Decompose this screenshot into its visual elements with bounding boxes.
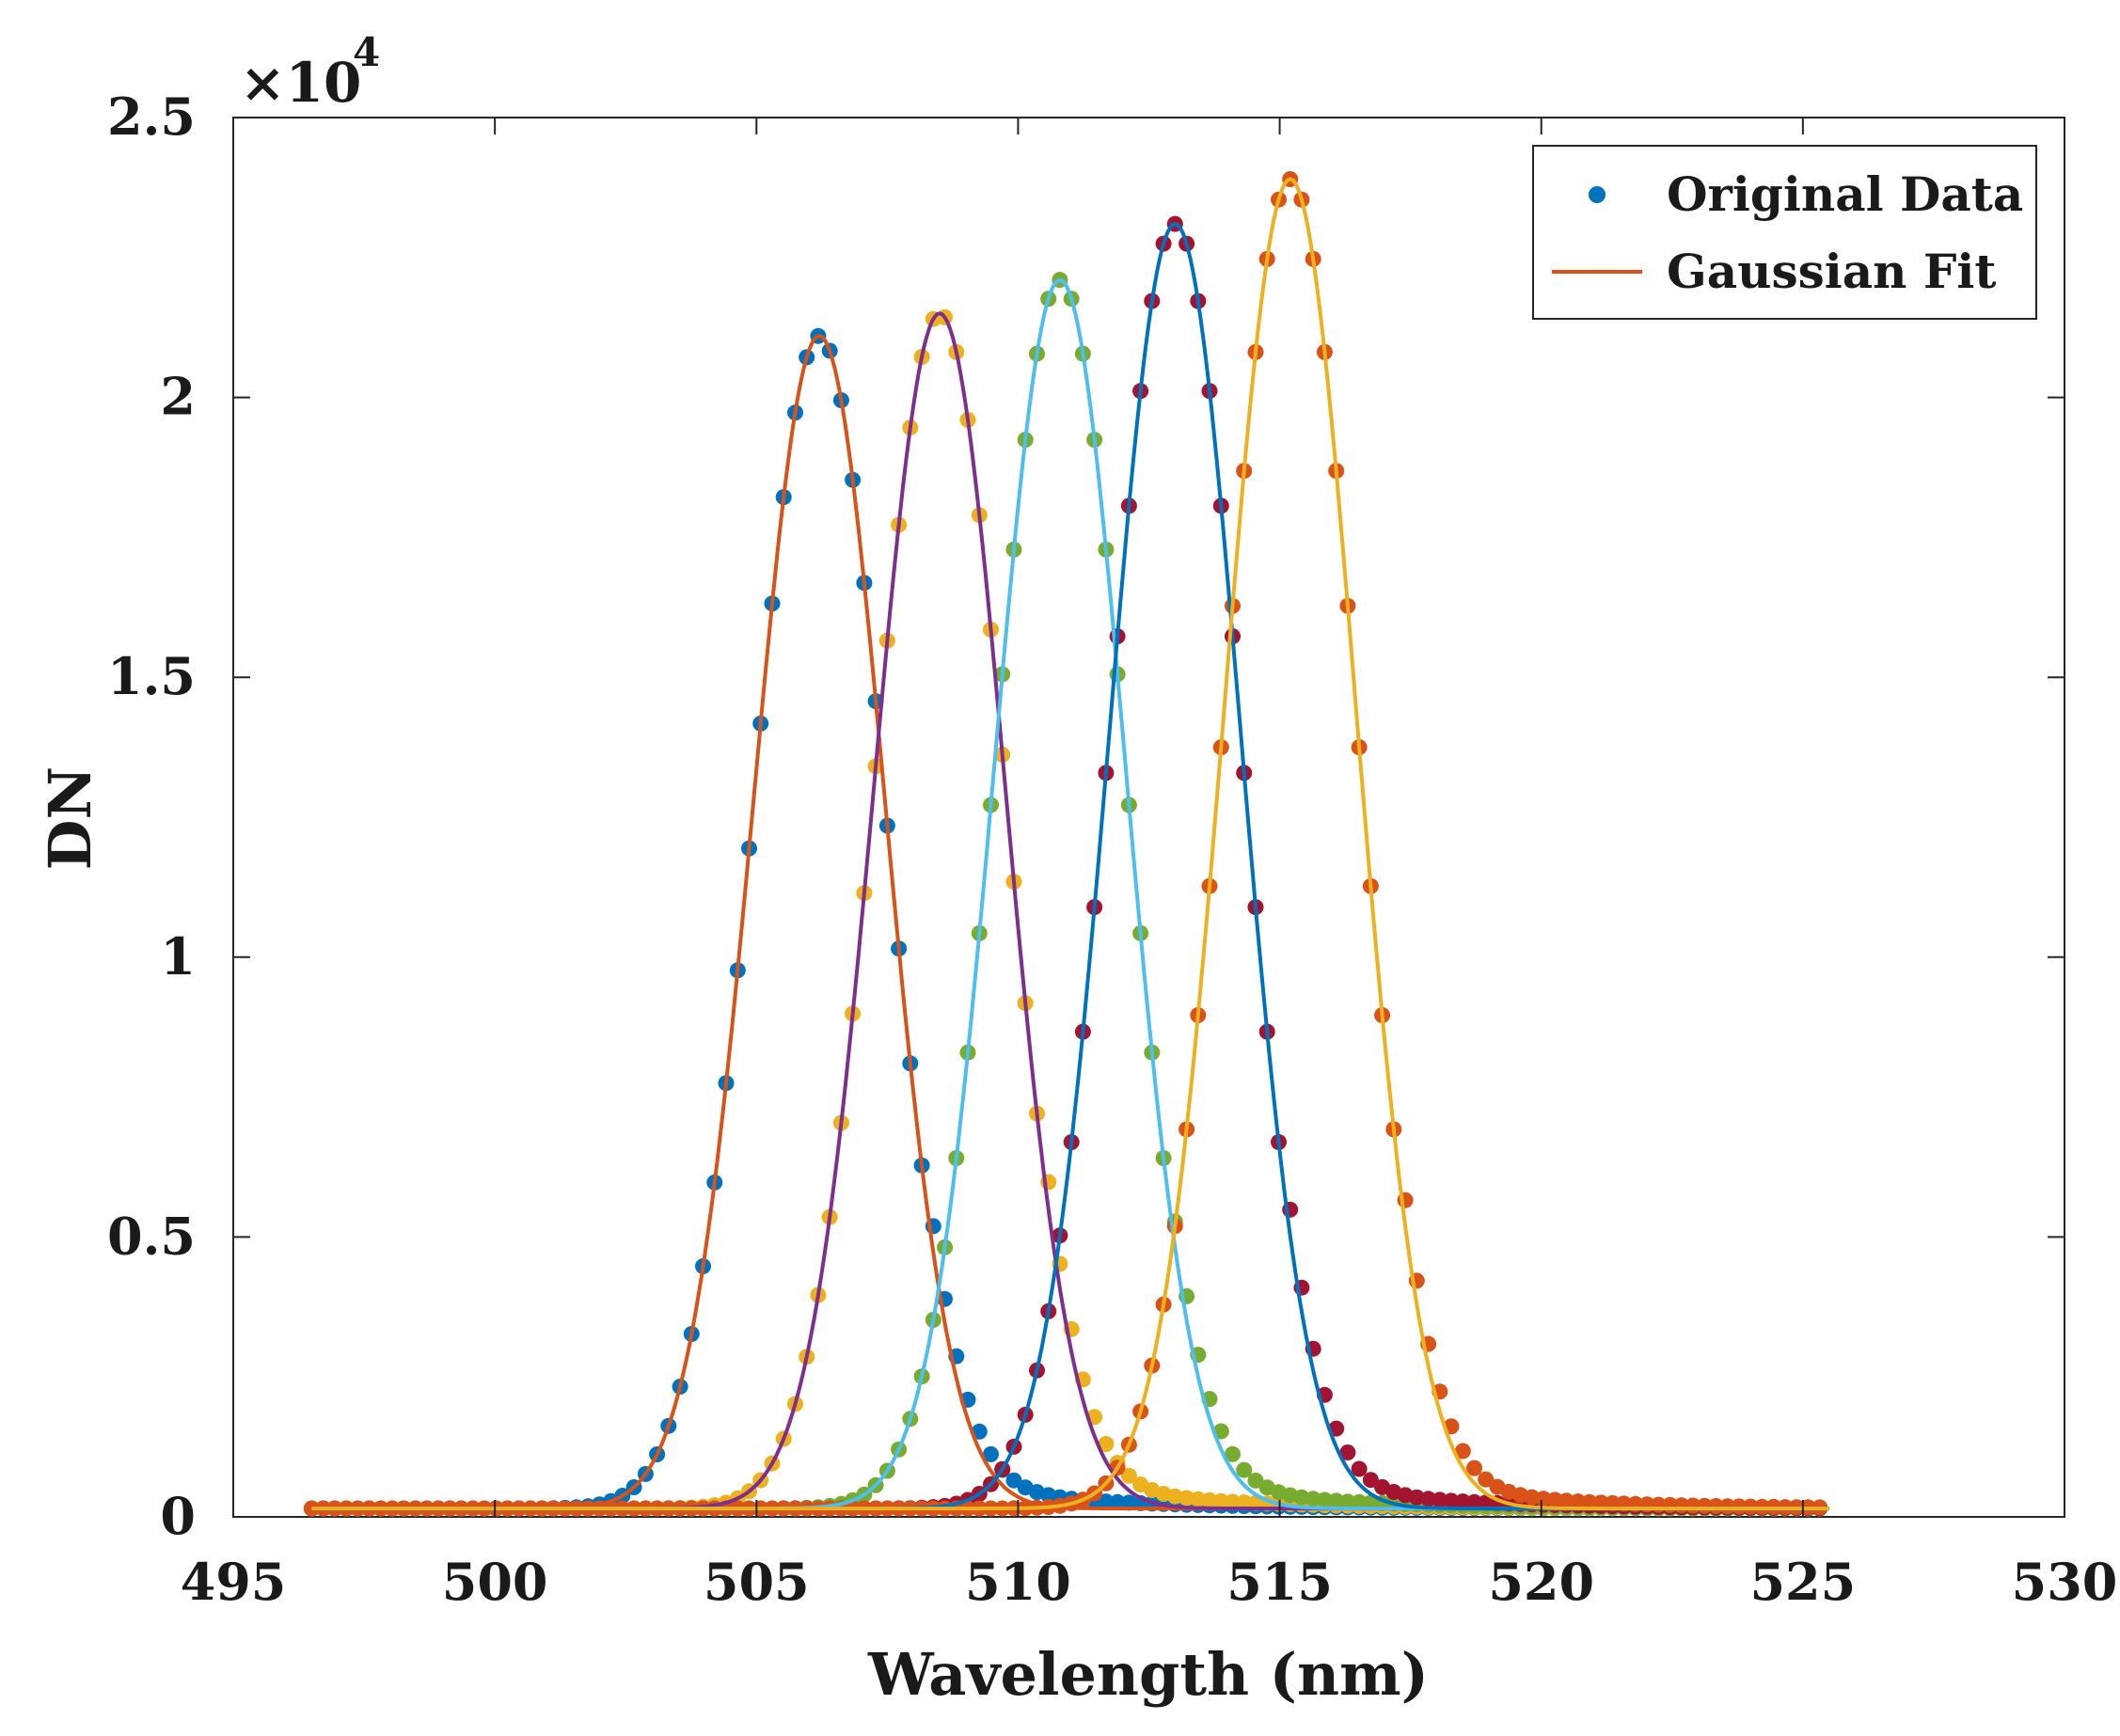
series-layer xyxy=(303,171,1829,1517)
fit-curve-5 xyxy=(311,177,1829,1511)
data-point xyxy=(1351,1460,1368,1477)
axes-layer: 495 500 505 510 515 520 525 530 0 0.5 1 1.5 2 2.5 xyxy=(107,87,2117,1612)
data-point xyxy=(1236,1494,1253,1511)
data-point xyxy=(1466,1460,1482,1476)
data-point xyxy=(1581,1493,1598,1510)
data-point xyxy=(1098,1493,1115,1510)
data-point xyxy=(1362,1472,1379,1489)
data-point xyxy=(1466,1493,1482,1510)
x-tick-label: 515 xyxy=(1226,1552,1333,1612)
legend-box xyxy=(1532,145,2037,320)
data-point xyxy=(1109,1493,1126,1510)
data-point xyxy=(1339,1444,1356,1460)
x-tick-label: 510 xyxy=(965,1552,1071,1612)
data-point xyxy=(1225,1445,1241,1462)
y-tick-label: 1 xyxy=(160,926,196,986)
x-tick-label: 520 xyxy=(1488,1552,1594,1612)
data-point xyxy=(1225,1493,1241,1510)
data-point xyxy=(1558,1492,1574,1509)
data-point xyxy=(1535,1491,1552,1507)
data-point xyxy=(1005,1472,1022,1489)
data-point xyxy=(971,1423,988,1440)
x-tick-label: 500 xyxy=(442,1552,548,1612)
y-exponent-power: 4 xyxy=(353,29,380,75)
y-tick-label: 2.5 xyxy=(107,87,196,147)
legend-marker-original-data xyxy=(1589,186,1606,203)
data-point xyxy=(1351,1493,1368,1510)
data-point xyxy=(1432,1491,1448,1508)
data-point xyxy=(1339,1493,1356,1510)
x-tick-label: 495 xyxy=(181,1552,287,1612)
data-point xyxy=(1420,1491,1437,1507)
data-point xyxy=(1120,1467,1137,1484)
data-point xyxy=(1454,1443,1471,1460)
data-point xyxy=(1212,1492,1229,1509)
legend-label-gaussian-fit: Gaussian Fit xyxy=(1667,244,1997,299)
data-point xyxy=(1443,1492,1460,1509)
data-point xyxy=(1305,1491,1321,1507)
y-tick-label: 2 xyxy=(160,367,196,427)
plot-area xyxy=(232,117,2065,1518)
legend-label-original-data: Original Data xyxy=(1667,166,2023,222)
legend: Original Data Gaussian Fit xyxy=(1532,145,2037,320)
x-tick-label: 525 xyxy=(1749,1552,1856,1612)
data-point xyxy=(1454,1493,1471,1510)
data-point xyxy=(1731,1498,1748,1515)
data-point xyxy=(1201,1491,1218,1508)
y-tick-label: 0 xyxy=(160,1486,196,1546)
data-point xyxy=(1546,1491,1563,1508)
data-point xyxy=(1098,1436,1115,1452)
data-point xyxy=(1328,1492,1345,1509)
y-tick-label: 0.5 xyxy=(107,1206,196,1266)
x-tick-label: 530 xyxy=(2012,1552,2118,1612)
y-tick-label: 1.5 xyxy=(107,646,196,706)
y-axis-label: DN xyxy=(36,766,104,870)
x-tick-label: 505 xyxy=(704,1552,810,1612)
data-point xyxy=(1570,1493,1587,1510)
data-point xyxy=(983,1445,999,1462)
y-exponent-prefix: ×10 xyxy=(240,51,361,115)
data-point xyxy=(1247,1472,1264,1489)
x-axis-label: Wavelength (nm) xyxy=(867,1640,1429,1709)
data-point xyxy=(1190,1491,1207,1507)
data-point xyxy=(1236,1461,1253,1478)
data-point xyxy=(1316,1491,1333,1508)
data-point xyxy=(1478,1471,1495,1488)
